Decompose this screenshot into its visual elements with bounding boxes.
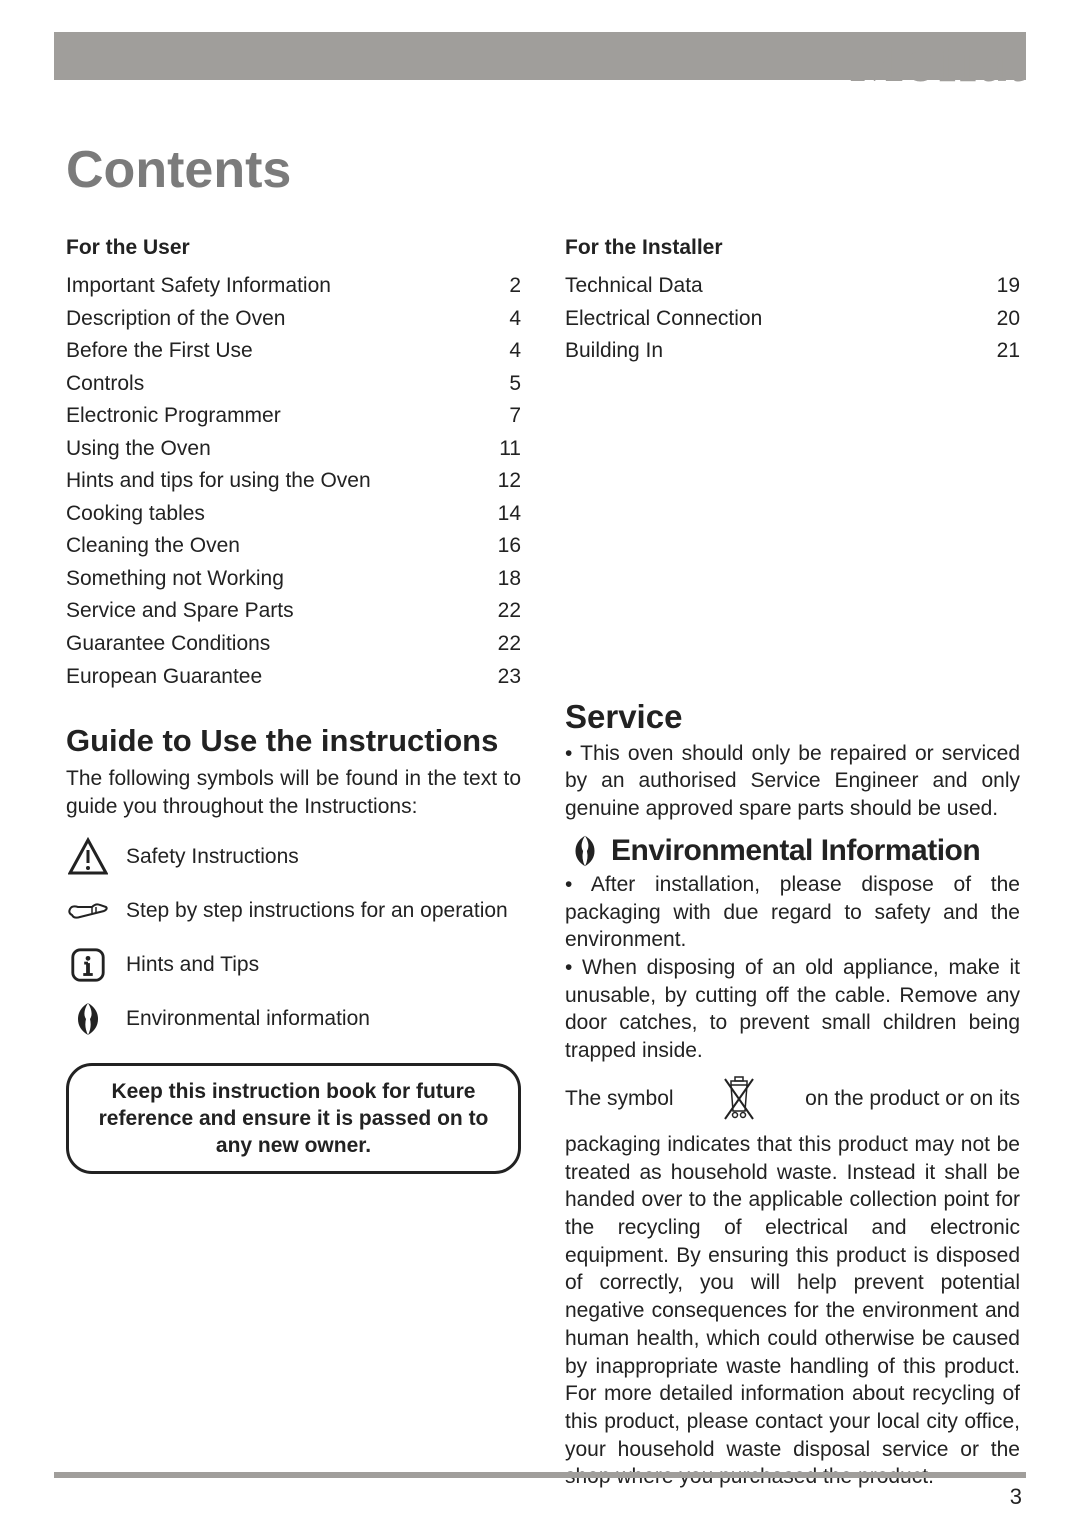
toc-row: Electrical Connection 20 [565,303,1020,336]
installer-heading: For the Installer [565,236,1020,260]
env-para-1: • After installation, please dispose of … [565,871,1020,954]
toc-row: Something not Working 18 [66,563,521,596]
toc-row: Controls 5 [66,368,521,401]
toc-label: Technical Data [565,270,703,303]
env-para-2: • When disposing of an old appliance, ma… [565,954,1020,1065]
env-para-3: packaging indicates that this product ma… [565,1131,1020,1491]
toc-page: 23 [485,661,521,694]
toc-page: 19 [984,270,1020,303]
page-number: 3 [1010,1484,1022,1510]
toc-row: Using the Oven 11 [66,433,521,466]
toc-page: 18 [485,563,521,596]
toc-label: Something not Working [66,563,284,596]
toc-page: 2 [485,270,521,303]
toc-row: Technical Data 19 [565,270,1020,303]
toc-label: Important Safety Information [66,270,331,303]
columns: For the User Important Safety Informatio… [66,236,1020,1491]
toc-label: Cooking tables [66,498,205,531]
hand-pointing-icon [66,889,110,933]
toc-label: Before the First Use [66,335,253,368]
toc-label: Using the Oven [66,433,211,466]
left-column: For the User Important Safety Informatio… [66,236,521,1491]
recycle-leaf-icon [66,997,110,1041]
toc-page: 22 [485,628,521,661]
toc-row: Cooking tables 14 [66,498,521,531]
env-heading-row: Environmental Information [565,831,1020,871]
toc-label: Controls [66,368,144,401]
guide-text: Step by step instructions for an operati… [126,899,508,923]
recycle-leaf-icon [565,831,605,871]
guide-text: Hints and Tips [126,953,259,977]
toc-page: 11 [485,433,521,466]
toc-page: 4 [485,335,521,368]
toc-label: Building In [565,335,663,368]
service-text: • This oven should only be repaired or s… [565,740,1020,823]
guide-item: Environmental information [66,997,521,1041]
toc-page: 22 [485,595,521,628]
toc-row: European Guarantee 23 [66,661,521,694]
symbol-post-text: on the product or on its [805,1087,1020,1111]
toc-row: Hints and tips for using the Oven 12 [66,465,521,498]
toc-label: Description of the Oven [66,303,285,336]
toc-row: Building In 21 [565,335,1020,368]
toc-row: Electronic Programmer 7 [66,400,521,433]
env-heading: Environmental Information [611,834,980,868]
symbol-pre-text: The symbol [565,1087,674,1111]
toc-page: 21 [984,335,1020,368]
guide-text: Environmental information [126,1007,370,1031]
toc-page: 5 [485,368,521,401]
toc-row: Cleaning the Oven 16 [66,530,521,563]
toc-user: Important Safety Information 2 Descriptio… [66,270,521,693]
page-title: Contents [66,140,1020,200]
toc-installer: Technical Data 19 Electrical Connection 20… [565,270,1020,368]
toc-label: European Guarantee [66,661,262,694]
toc-label: Guarantee Conditions [66,628,270,661]
toc-row: Service and Spare Parts 22 [66,595,521,628]
service-heading: Service [565,698,1020,736]
symbol-row: The symbol on the product or on its [565,1071,1020,1127]
right-column: For the Installer Technical Data 19 Elect… [565,236,1020,1491]
guide-text: Safety Instructions [126,845,299,869]
guide-item: Hints and Tips [66,943,521,987]
toc-page: 12 [485,465,521,498]
toc-label: Electrical Connection [565,303,762,336]
footer-line [54,1472,1026,1478]
guide-item: Safety Instructions [66,835,521,879]
toc-label: Cleaning the Oven [66,530,240,563]
toc-row: Important Safety Information 2 [66,270,521,303]
toc-page: 20 [984,303,1020,336]
toc-page: 7 [485,400,521,433]
note-box: Keep this instruction book for future re… [66,1063,521,1175]
service-block: Service • This oven should only be repai… [565,698,1020,1492]
crossed-bin-icon [715,1071,763,1127]
toc-label: Hints and tips for using the Oven [66,465,371,498]
info-box-icon [66,943,110,987]
brand-logo: Moffat [849,26,1026,97]
toc-row: Guarantee Conditions 22 [66,628,521,661]
toc-page: 16 [485,530,521,563]
guide-list: Safety Instructions Step by step instruc… [66,835,521,1041]
toc-label: Electronic Programmer [66,400,281,433]
guide-item: Step by step instructions for an operati… [66,889,521,933]
toc-row: Description of the Oven 4 [66,303,521,336]
guide-intro: The following symbols will be found in t… [66,765,521,820]
warning-triangle-icon [66,835,110,879]
toc-page: 14 [485,498,521,531]
guide-heading: Guide to Use the instructions [66,723,521,759]
toc-row: Before the First Use 4 [66,335,521,368]
user-heading: For the User [66,236,521,260]
page-content: Contents For the User Important Safety I… [66,140,1020,1491]
toc-label: Service and Spare Parts [66,595,294,628]
toc-page: 4 [485,303,521,336]
